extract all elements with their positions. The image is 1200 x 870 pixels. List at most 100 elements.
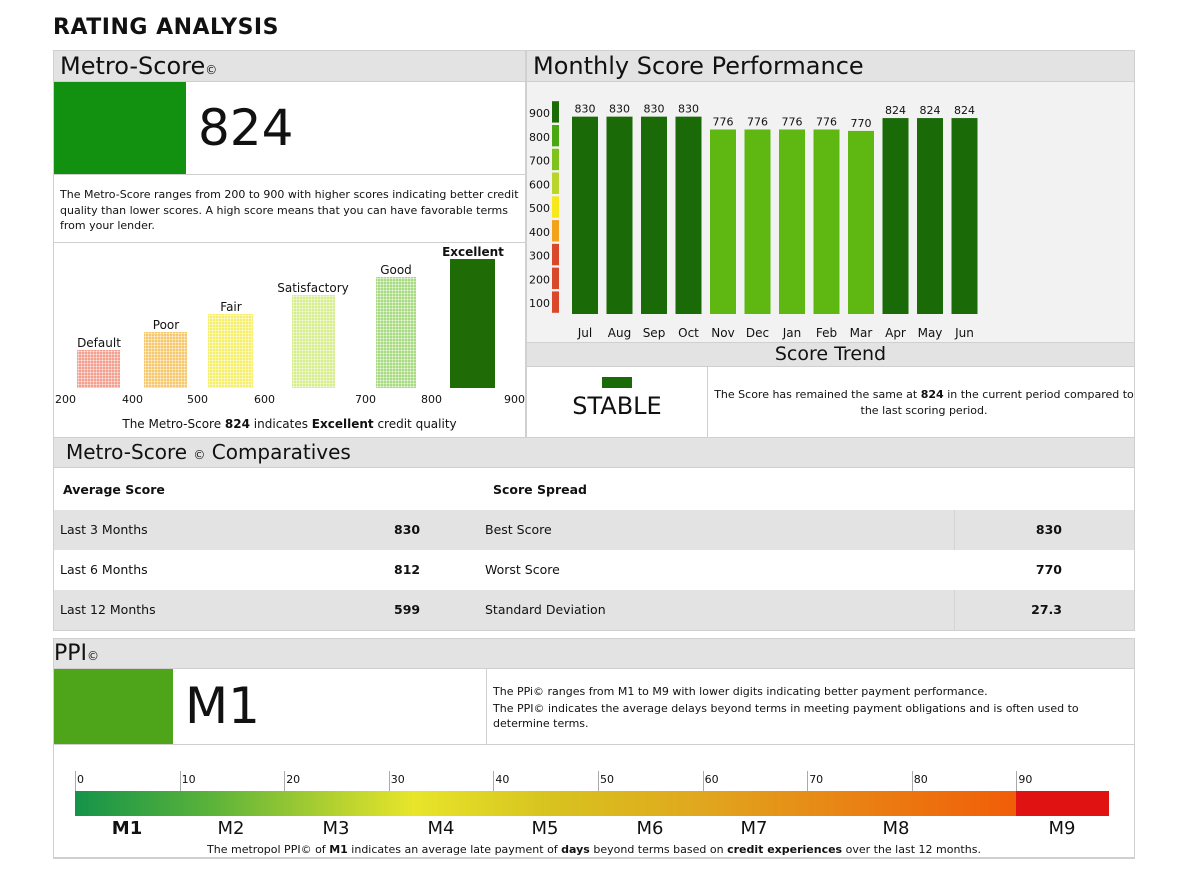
metro-score-value: 824 <box>198 99 294 157</box>
divider <box>54 174 525 175</box>
bar-aug <box>606 116 633 314</box>
y-tick-label: 500 <box>529 202 550 215</box>
ppi-grade-label: M6 <box>636 818 664 839</box>
divider <box>954 590 955 630</box>
score-spread-title: Score Spread <box>493 482 587 497</box>
bar-oct <box>675 116 702 314</box>
ppi-desc-line: The PPI© indicates the average delays be… <box>493 701 1079 731</box>
monthly-score-chart: 100 200 300 400 500 600 700 800 900 830 Jul 830 Aug 8… <box>529 101 978 340</box>
ppi-tick-mark <box>493 771 495 791</box>
divider <box>954 510 955 550</box>
bar-jan <box>779 129 805 314</box>
spread-label: Standard Deviation <box>485 602 606 617</box>
ladder-tick: 400 <box>122 393 143 406</box>
ladder-label-good: Good <box>380 263 412 277</box>
bar-apr <box>882 118 909 314</box>
score-scale-segment <box>552 148 559 171</box>
ppi-grade-label: M9 <box>1048 818 1076 839</box>
avg-label: Last 6 Months <box>60 562 148 577</box>
divider <box>54 242 525 243</box>
score-trend-heading: Score Trend <box>527 343 1134 367</box>
ppi-tick-mark <box>1016 771 1018 791</box>
comparatives-heading-text: Comparatives <box>205 440 351 464</box>
ppi-description: The PPi© ranges from M1 to M9 with lower… <box>493 684 1123 732</box>
caption-grade: M1 <box>329 843 348 856</box>
ppi-grade-label: M5 <box>531 818 559 839</box>
ppi-grade-label: M1 <box>111 818 143 839</box>
bar-feb <box>813 129 840 314</box>
ppi-tick-label: 70 <box>809 773 824 786</box>
metro-score-caption: The Metro-Score 824 indicates Excellent … <box>54 417 525 431</box>
data-label: 824 <box>954 104 975 117</box>
score-scale-segment <box>552 101 559 123</box>
score-scale-segment <box>552 291 559 313</box>
score-scale-segment <box>552 172 559 194</box>
spread-value: 27.3 <box>1031 602 1062 617</box>
caption-text: The Metro-Score <box>122 417 225 431</box>
spread-value: 830 <box>1035 522 1062 537</box>
ladder-bar-satisfactory <box>292 295 335 388</box>
y-tick-label: 800 <box>529 131 550 144</box>
avg-label: Last 3 Months <box>60 522 148 537</box>
ppi-tick-mark <box>911 771 913 791</box>
ppi-heading: PPI© <box>54 639 1134 669</box>
data-label: 830 <box>609 103 630 116</box>
data-label: 830 <box>575 103 596 116</box>
trend-status-text: STABLE <box>572 392 662 420</box>
ladder-bar-good <box>376 277 416 388</box>
trend-description: The Score has remained the same at 824 i… <box>714 387 1134 418</box>
ppi-tick-mark <box>284 771 286 791</box>
ppi-desc-line: The PPi© ranges from M1 to M9 with lower… <box>493 685 988 698</box>
ppi-grade-label: M3 <box>322 818 350 839</box>
ppi-value: M1 <box>185 677 260 735</box>
ppi-tick-mark <box>807 771 809 791</box>
monthly-heading: Monthly Score Performance <box>527 51 1134 82</box>
ppi-tick-label: 60 <box>704 773 719 786</box>
metro-score-heading: Metro-Score© <box>54 51 525 82</box>
data-label: 776 <box>816 115 837 128</box>
caption-text: over the last 12 months. <box>842 843 981 856</box>
table-row: Last 6 Months 812 Worst Score 770 <box>54 550 1134 590</box>
data-label: 776 <box>747 115 768 128</box>
divider <box>707 367 708 437</box>
caption-experiences: credit experiences <box>727 843 843 856</box>
ladder-bar-excellent <box>450 259 495 388</box>
ppi-grade-label: M8 <box>882 818 910 839</box>
trend-status-indicator <box>602 377 632 388</box>
x-tick-label: Nov <box>711 326 734 340</box>
ppi-m9-segment <box>1016 791 1109 816</box>
data-label: 776 <box>713 115 734 128</box>
divider <box>54 744 1134 745</box>
data-label: 830 <box>644 103 665 116</box>
trend-score: 824 <box>920 388 944 401</box>
x-tick-label: Jan <box>782 326 802 340</box>
avg-value: 830 <box>394 522 421 537</box>
copyright-mark: © <box>205 63 218 77</box>
x-tick-label: Dec <box>746 326 769 340</box>
data-label: 824 <box>920 104 941 117</box>
ppi-tick-label: 40 <box>495 773 510 786</box>
caption-text: The metropol PPI <box>207 843 301 856</box>
ppi-tick-mark <box>75 771 76 791</box>
spread-value: 770 <box>1035 562 1062 577</box>
bar-jun <box>951 118 978 314</box>
caption-text: of <box>311 843 330 856</box>
x-tick-label: Mar <box>850 326 873 340</box>
divider <box>53 858 1135 870</box>
ladder-label-excellent: Excellent <box>442 245 504 259</box>
data-label: 770 <box>851 117 872 130</box>
score-scale-segment <box>552 267 559 290</box>
average-score-title: Average Score <box>63 482 165 497</box>
x-tick-label: May <box>918 326 943 340</box>
spread-label: Worst Score <box>485 562 560 577</box>
ppi-tick-mark <box>702 771 704 791</box>
ppi-tick-mark <box>598 771 599 791</box>
ladder-label-poor: Poor <box>152 318 180 332</box>
ppi-grade-label: M7 <box>740 818 768 839</box>
ladder-label-default: Default <box>77 336 121 350</box>
metro-score-description: The Metro-Score ranges from 200 to 900 w… <box>60 188 519 232</box>
caption-rating: Excellent <box>311 417 374 431</box>
comparatives-heading: Metro-Score © Comparatives <box>54 438 1134 468</box>
x-tick-label: Oct <box>678 326 699 340</box>
data-label: 776 <box>782 115 803 128</box>
